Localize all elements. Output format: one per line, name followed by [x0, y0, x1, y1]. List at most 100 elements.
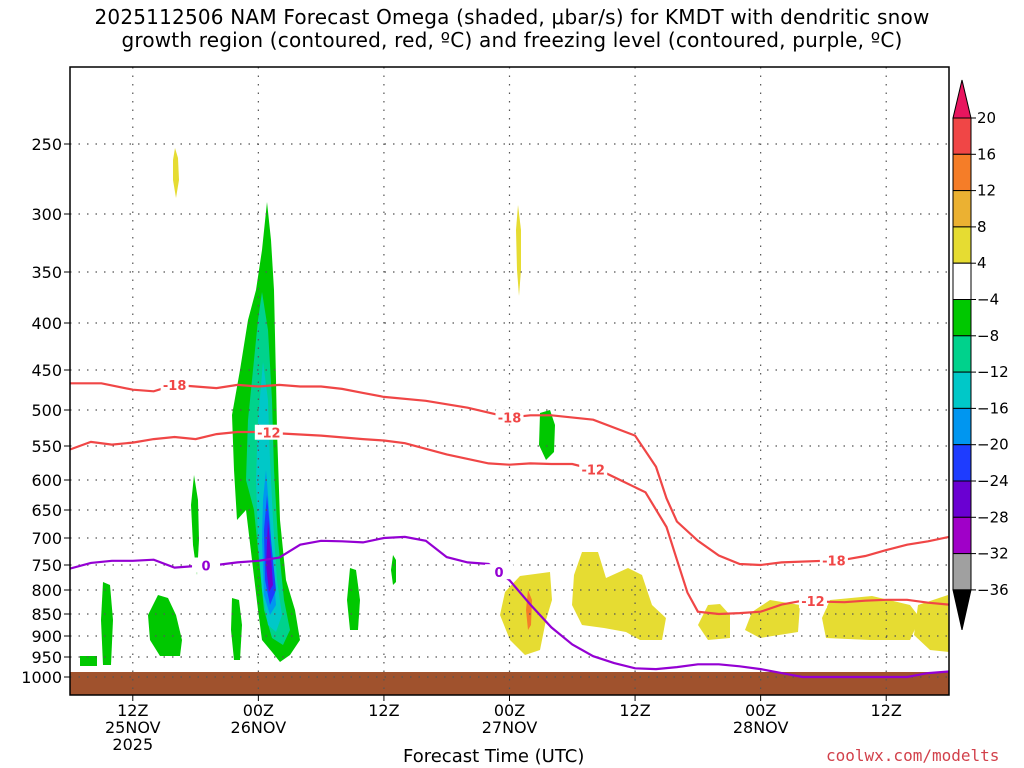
omega-blob: [500, 572, 552, 655]
colorbar-swatch: [952, 371, 972, 409]
colorbar-label: −16: [977, 399, 1009, 417]
contour-label-bg: [819, 552, 848, 568]
contour-label-dgz_minus12: -12: [801, 595, 825, 610]
plot-frame: [69, 66, 950, 696]
terrain-surface: [70, 672, 949, 695]
colorbar-swatch: [952, 262, 972, 301]
omega-blob: [391, 555, 396, 585]
x-tick-label: 26NOV: [231, 718, 287, 737]
colorbar-label: −20: [977, 436, 1009, 454]
omega-blob: [698, 604, 730, 640]
omega-blob: [231, 598, 242, 660]
y-tick-label: 850: [31, 605, 62, 624]
omega-blob: [101, 582, 113, 665]
colorbar-swatch: [952, 480, 972, 518]
colorbar-label: 16: [977, 145, 996, 163]
colorbar-swatch: [952, 117, 972, 155]
colorbar-swatch: [952, 190, 972, 228]
colorbar-label: −28: [977, 508, 1009, 526]
colorbar-label: −12: [977, 363, 1009, 381]
x-tick-label: 00Z: [494, 701, 525, 720]
contour-label-bg: [495, 409, 524, 425]
omega-shading: [80, 148, 949, 666]
omega-blob: [148, 595, 182, 656]
colorbar-top-arrow: [952, 79, 972, 119]
contour-label-dgz_minus18: -18: [822, 554, 846, 569]
omega-blob: [914, 595, 949, 652]
contour-label-bg: [160, 376, 189, 392]
y-tick-label: 250: [31, 135, 62, 154]
colorbar-label: 8: [977, 218, 987, 236]
contour-label-dgz_minus18: -18: [163, 379, 187, 394]
omega-blob: [191, 475, 199, 575]
y-tick-label: 600: [31, 471, 62, 490]
y-tick-label: 450: [31, 361, 62, 380]
contour-label-freezing_0: 0: [202, 560, 211, 575]
colorbar-swatch: [952, 299, 972, 337]
y-tick-label: 500: [31, 401, 62, 420]
x-axis-label: Forecast Time (UTC): [403, 746, 585, 767]
y-tick-label: 300: [31, 205, 62, 224]
colorbar-swatch: [952, 407, 972, 446]
title-line-1: 2025112506 NAM Forecast Omega (shaded, μ…: [94, 5, 930, 29]
omega-blob: [572, 552, 666, 640]
colorbar-label: 4: [977, 254, 987, 272]
omega-blob: [745, 600, 800, 638]
contour-labels: -18 -18 -18 -12 -12 -12 0 0: [160, 376, 848, 610]
colorbar-swatch: [952, 335, 972, 373]
colorbar-label: −36: [977, 581, 1009, 599]
x-tick-label: 28NOV: [733, 718, 789, 737]
omega-blob: [347, 568, 360, 630]
x-tick-label: 2025: [112, 735, 153, 754]
credit-text: coolwx.com/modelts: [826, 746, 1000, 765]
y-tick-label: 1000: [21, 668, 62, 687]
contour-label-bg: [192, 557, 221, 573]
colorbar-label: −24: [977, 472, 1009, 490]
title-line-2: growth region (contoured, red, ºC) and f…: [121, 28, 903, 52]
omega-blob: [266, 520, 273, 592]
y-tick-label: 650: [31, 501, 62, 520]
omega-blob: [539, 410, 555, 460]
y-tick-label: 550: [31, 437, 62, 456]
colorbar-swatch: [952, 516, 972, 555]
y-tick-label: 700: [31, 529, 62, 548]
y-tick-label: 950: [31, 648, 62, 667]
colorbar-label: 12: [977, 182, 996, 200]
colorbar-label: −4: [977, 291, 999, 309]
x-tick-label: 25NOV: [105, 718, 161, 737]
omega-blob: [80, 656, 97, 666]
x-tick-label: 12Z: [368, 701, 399, 720]
y-tick-label: 400: [31, 314, 62, 333]
contour-label-dgz_minus12: -12: [257, 427, 281, 442]
x-tick-label: 00Z: [745, 701, 776, 720]
contour-label-bg: [798, 593, 827, 609]
y-tick-label: 750: [31, 556, 62, 575]
x-tick-label: 27NOV: [482, 718, 538, 737]
colorbar-swatch: [952, 553, 972, 591]
contour-label-dgz_minus12: -12: [581, 463, 605, 478]
contour-label-bg: [254, 424, 283, 440]
colorbar-swatch: [952, 153, 972, 192]
colorbar-label: −8: [977, 327, 999, 345]
y-tick-label: 900: [31, 627, 62, 646]
omega-blob: [516, 205, 521, 296]
colorbar-label: 20: [977, 109, 996, 127]
colorbar-swatch: [952, 444, 972, 482]
y-tick-label: 350: [31, 263, 62, 282]
contour-label-bg: [579, 461, 608, 477]
x-tick-label: 12Z: [619, 701, 650, 720]
x-tick-label: 12Z: [117, 701, 148, 720]
colorbar-label: −32: [977, 545, 1009, 563]
x-tick-label: 00Z: [243, 701, 274, 720]
contour-label-dgz_minus18: -18: [498, 411, 522, 426]
colorbar-bottom-arrow: [952, 589, 972, 631]
omega-blob: [173, 148, 179, 198]
omega-blob: [822, 596, 920, 640]
y-axis-ticks: 250 300 350 400 450 500 550 600 650 700 750 800 850 9…: [21, 135, 70, 687]
chart-title: 2025112506 NAM Forecast Omega (shaded, μ…: [0, 6, 1024, 52]
colorbar-swatch: [952, 226, 972, 264]
y-tick-label: 800: [31, 581, 62, 600]
contour-label-freezing_0: 0: [495, 566, 504, 581]
